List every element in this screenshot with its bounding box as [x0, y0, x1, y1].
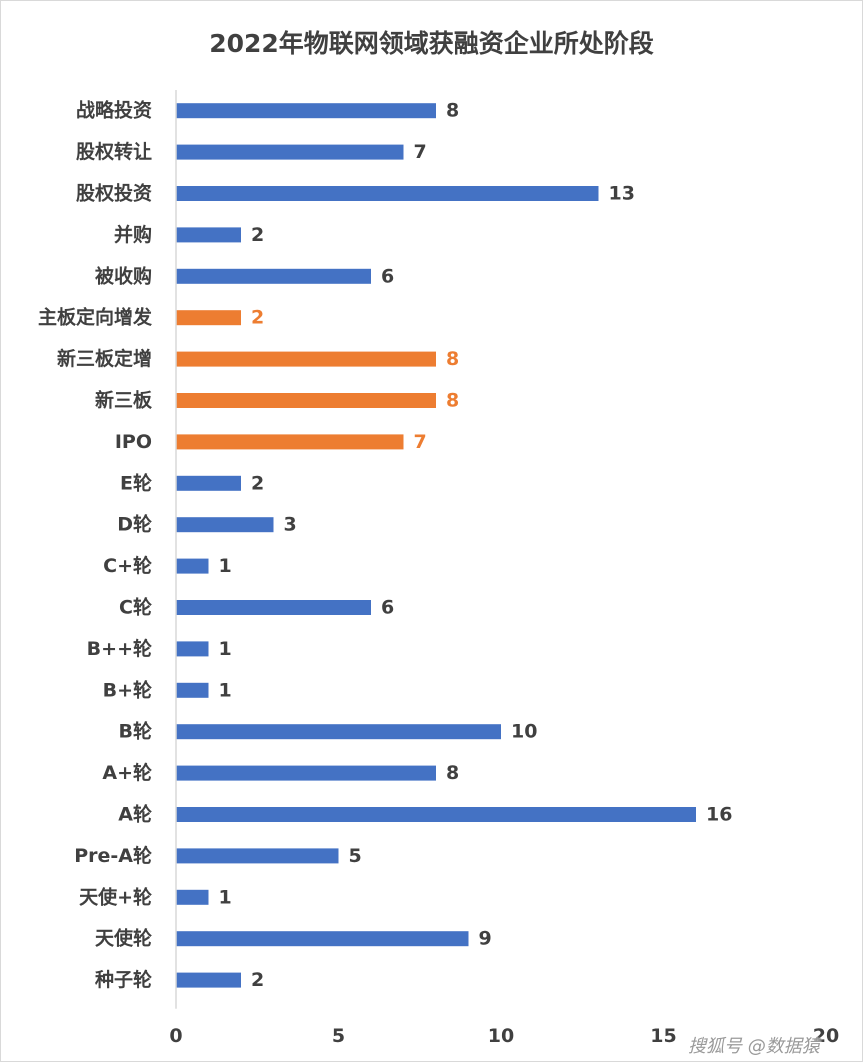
category-label: 主板定向增发: [38, 306, 153, 329]
bar: [176, 144, 404, 160]
bar: [176, 600, 371, 615]
category-label: IPO: [115, 431, 152, 453]
bar: [176, 889, 209, 905]
category-label: 战略投资: [76, 99, 152, 122]
value-label: 7: [414, 431, 427, 453]
category-label: 股权投资: [76, 182, 152, 205]
category-label: 种子轮: [94, 968, 152, 991]
x-tick-label: 15: [650, 1025, 676, 1047]
category-label: 被收购: [95, 264, 152, 287]
value-label: 13: [609, 183, 635, 205]
value-label: 9: [479, 928, 492, 950]
category-label: E轮: [120, 471, 152, 494]
category-label: A+轮: [102, 761, 152, 784]
value-label: 1: [219, 638, 232, 660]
value-label: 2: [251, 472, 264, 494]
value-label: 6: [381, 597, 394, 619]
bar: [176, 475, 241, 491]
value-label: 6: [381, 265, 394, 287]
value-label: 7: [414, 141, 427, 163]
bar: [176, 517, 274, 533]
category-label: A轮: [118, 803, 152, 826]
category-label: 股权转让: [76, 140, 152, 163]
category-label: 天使轮: [95, 927, 152, 950]
bar: [176, 972, 241, 988]
x-tick-label: 10: [488, 1025, 514, 1047]
bar: [176, 434, 404, 450]
value-label: 1: [219, 679, 232, 701]
category-label: Pre-A轮: [74, 844, 152, 867]
category-label: 新三板定增: [57, 347, 152, 370]
category-label: D轮: [117, 513, 152, 536]
category-label: C轮: [119, 596, 152, 619]
bar: [176, 393, 436, 408]
axis-layer: 0 5 10 15 20: [169, 90, 839, 1047]
bar: [176, 724, 501, 740]
value-label: 8: [446, 348, 459, 370]
value-label: 2: [251, 224, 264, 246]
chart-title: 2022年物联网领域获融资企业所处阶段: [209, 29, 654, 58]
value-label: 5: [349, 845, 362, 867]
x-tick-label: 20: [813, 1025, 839, 1047]
value-label: 16: [706, 804, 732, 826]
bar: [176, 931, 469, 947]
value-label: 2: [251, 307, 264, 329]
x-tick-label: 5: [332, 1025, 345, 1047]
value-label: 10: [511, 721, 537, 743]
value-label: 3: [284, 514, 297, 536]
bar: [176, 682, 209, 698]
category-label: B+轮: [103, 678, 152, 701]
value-label: 8: [446, 762, 459, 784]
bar: [176, 227, 241, 243]
value-label: 1: [219, 886, 232, 908]
bar: [176, 351, 436, 367]
value-label: 8: [446, 100, 459, 122]
bar: [176, 310, 241, 326]
category-label: B++轮: [87, 637, 152, 660]
category-label: 并购: [114, 223, 152, 246]
bar: [176, 807, 696, 822]
category-label: C+轮: [103, 554, 152, 577]
value-label: 2: [251, 969, 264, 991]
category-label: 天使+轮: [79, 885, 152, 908]
bar: [176, 765, 436, 781]
bar: [176, 103, 436, 119]
bar: [176, 268, 371, 284]
x-tick-label: 0: [169, 1025, 182, 1047]
watermark: 搜狐号 @数据猿: [688, 1036, 820, 1057]
bar: [176, 186, 599, 201]
category-label: B轮: [119, 720, 152, 743]
value-label: 8: [446, 390, 459, 412]
value-label: 1: [219, 555, 232, 577]
category-label: 新三板: [95, 389, 153, 412]
bar: [176, 641, 209, 657]
bar: [176, 558, 209, 574]
bar: [176, 848, 339, 864]
